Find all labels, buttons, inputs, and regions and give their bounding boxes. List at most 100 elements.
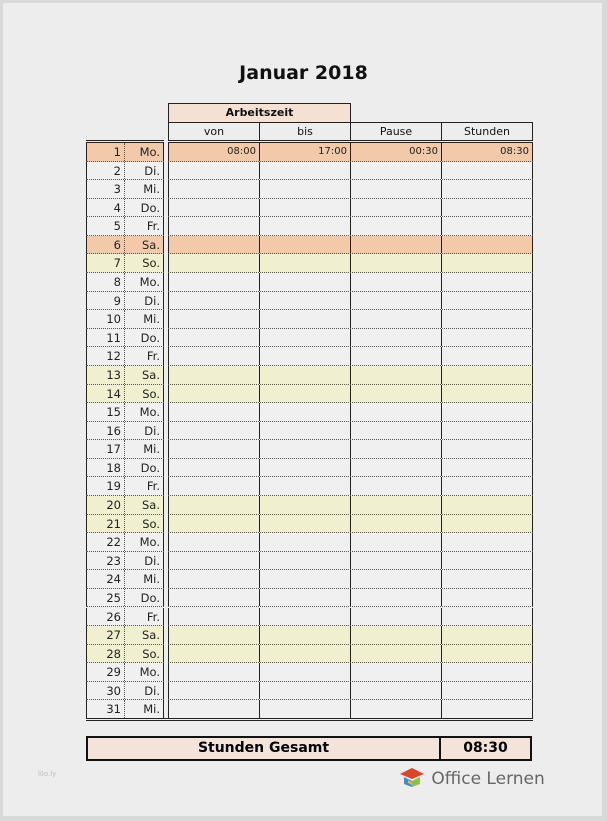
cell-stunden[interactable] (441, 440, 533, 458)
cell-bis[interactable] (259, 551, 350, 570)
cell-von[interactable] (168, 440, 259, 458)
cell-stunden[interactable] (441, 273, 533, 291)
cell-von[interactable] (168, 235, 259, 254)
cell-pause[interactable] (350, 607, 441, 626)
cell-stunden[interactable] (441, 626, 533, 644)
cell-bis[interactable] (259, 477, 350, 496)
cell-stunden[interactable] (441, 477, 533, 496)
cell-von[interactable] (168, 700, 259, 718)
cell-von[interactable] (168, 273, 259, 291)
cell-bis[interactable] (259, 403, 350, 421)
cell-von[interactable] (168, 328, 259, 347)
cell-pause[interactable] (350, 217, 441, 235)
cell-pause[interactable] (350, 533, 441, 551)
cell-von[interactable] (168, 514, 259, 533)
cell-von[interactable] (168, 533, 259, 551)
cell-bis[interactable] (259, 310, 350, 328)
cell-stunden[interactable] (441, 551, 533, 570)
cell-pause[interactable] (350, 458, 441, 477)
cell-stunden[interactable] (441, 198, 533, 217)
cell-pause[interactable] (350, 440, 441, 458)
cell-pause[interactable] (350, 551, 441, 570)
cell-stunden[interactable] (441, 347, 533, 365)
cell-von[interactable] (168, 384, 259, 403)
cell-bis[interactable] (259, 328, 350, 347)
cell-bis[interactable] (259, 663, 350, 681)
cell-pause[interactable] (350, 365, 441, 384)
cell-stunden[interactable] (441, 496, 533, 514)
cell-stunden[interactable] (441, 310, 533, 328)
cell-bis[interactable] (259, 254, 350, 273)
cell-stunden[interactable] (441, 533, 533, 551)
cell-von[interactable] (168, 588, 259, 607)
cell-stunden[interactable] (441, 291, 533, 310)
cell-stunden[interactable] (441, 700, 533, 718)
cell-von[interactable] (168, 291, 259, 310)
cell-von[interactable] (168, 254, 259, 273)
cell-pause[interactable] (350, 570, 441, 588)
cell-pause[interactable] (350, 161, 441, 180)
cell-pause[interactable] (350, 700, 441, 718)
cell-stunden[interactable] (441, 681, 533, 700)
cell-bis[interactable] (259, 644, 350, 663)
cell-stunden[interactable] (441, 235, 533, 254)
cell-pause[interactable] (350, 626, 441, 644)
cell-von[interactable] (168, 663, 259, 681)
cell-stunden[interactable] (441, 644, 533, 663)
cell-bis[interactable] (259, 458, 350, 477)
cell-von[interactable] (168, 217, 259, 235)
cell-bis[interactable] (259, 161, 350, 180)
cell-bis[interactable]: 17:00 (259, 143, 350, 161)
cell-pause[interactable] (350, 273, 441, 291)
cell-von[interactable] (168, 458, 259, 477)
cell-pause[interactable] (350, 384, 441, 403)
cell-bis[interactable] (259, 217, 350, 235)
cell-bis[interactable] (259, 421, 350, 440)
cell-von[interactable] (168, 570, 259, 588)
cell-stunden[interactable] (441, 328, 533, 347)
cell-von[interactable] (168, 421, 259, 440)
cell-pause[interactable] (350, 198, 441, 217)
cell-pause[interactable] (350, 496, 441, 514)
cell-bis[interactable] (259, 570, 350, 588)
cell-stunden[interactable] (441, 384, 533, 403)
cell-von[interactable] (168, 198, 259, 217)
cell-pause[interactable]: 00:30 (350, 143, 441, 161)
cell-stunden[interactable] (441, 403, 533, 421)
cell-bis[interactable] (259, 440, 350, 458)
cell-von[interactable] (168, 496, 259, 514)
cell-stunden[interactable] (441, 254, 533, 273)
cell-von[interactable] (168, 347, 259, 365)
cell-stunden[interactable] (441, 588, 533, 607)
cell-pause[interactable] (350, 514, 441, 533)
cell-pause[interactable] (350, 403, 441, 421)
cell-pause[interactable] (350, 588, 441, 607)
cell-pause[interactable] (350, 681, 441, 700)
cell-pause[interactable] (350, 477, 441, 496)
cell-bis[interactable] (259, 626, 350, 644)
cell-bis[interactable] (259, 496, 350, 514)
cell-stunden[interactable] (441, 458, 533, 477)
cell-von[interactable] (168, 365, 259, 384)
cell-von[interactable] (168, 681, 259, 700)
cell-pause[interactable] (350, 291, 441, 310)
cell-stunden[interactable] (441, 365, 533, 384)
cell-bis[interactable] (259, 347, 350, 365)
cell-bis[interactable] (259, 588, 350, 607)
cell-stunden[interactable] (441, 421, 533, 440)
cell-von[interactable] (168, 180, 259, 198)
cell-von[interactable] (168, 403, 259, 421)
cell-von[interactable] (168, 161, 259, 180)
cell-bis[interactable] (259, 533, 350, 551)
cell-stunden[interactable] (441, 180, 533, 198)
cell-von[interactable]: 08:00 (168, 143, 259, 161)
cell-bis[interactable] (259, 514, 350, 533)
cell-bis[interactable] (259, 365, 350, 384)
cell-pause[interactable] (350, 347, 441, 365)
cell-von[interactable] (168, 551, 259, 570)
cell-bis[interactable] (259, 180, 350, 198)
cell-pause[interactable] (350, 254, 441, 273)
cell-pause[interactable] (350, 235, 441, 254)
cell-stunden[interactable] (441, 663, 533, 681)
cell-von[interactable] (168, 477, 259, 496)
